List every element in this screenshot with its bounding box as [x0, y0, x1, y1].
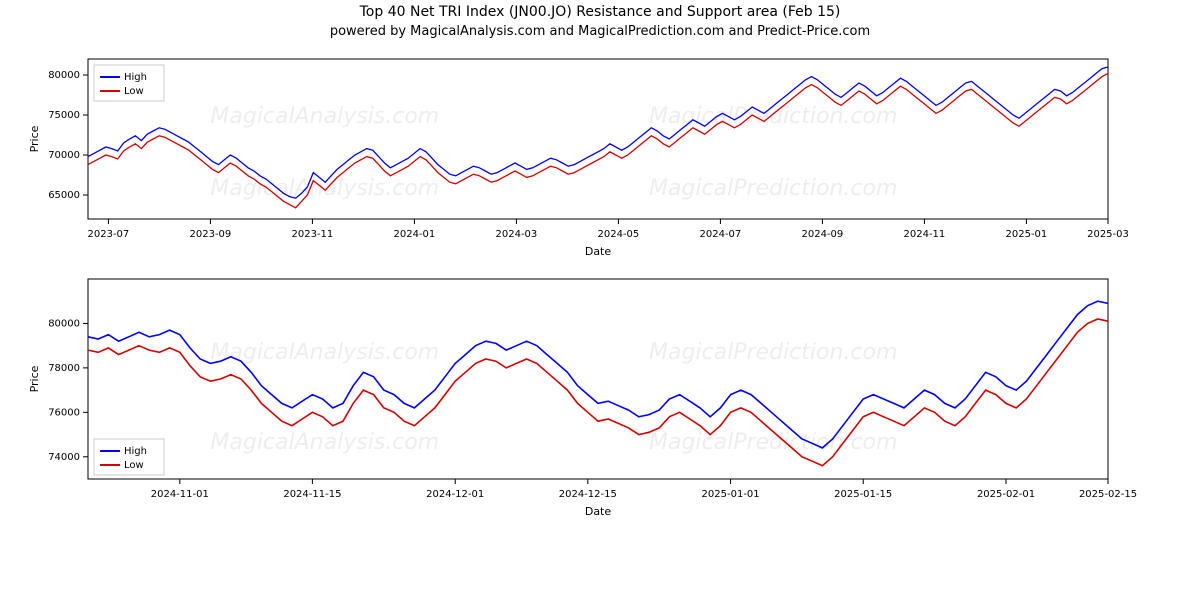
svg-text:75000: 75000 — [48, 110, 80, 121]
svg-text:2025-01: 2025-01 — [1006, 229, 1048, 240]
legend-low: Low — [124, 86, 144, 97]
svg-text:2023-09: 2023-09 — [190, 229, 232, 240]
svg-text:74000: 74000 — [48, 452, 80, 463]
svg-text:2024-09: 2024-09 — [802, 229, 844, 240]
svg-text:2024-11: 2024-11 — [904, 229, 946, 240]
svg-text:2023-07: 2023-07 — [88, 229, 130, 240]
legend-high: High — [124, 72, 147, 83]
chart-subtitle: powered by MagicalAnalysis.com and Magic… — [0, 24, 1200, 39]
svg-text:MagicalPrediction.com: MagicalPrediction.com — [649, 340, 897, 365]
svg-text:MagicalAnalysis.com: MagicalAnalysis.com — [210, 104, 439, 129]
legend-low: Low — [124, 460, 144, 471]
svg-text:2024-11-15: 2024-11-15 — [283, 489, 341, 500]
svg-text:2024-01: 2024-01 — [394, 229, 436, 240]
top-chart-svg: MagicalAnalysis.com MagicalPrediction.com… — [0, 47, 1200, 267]
svg-text:2024-05: 2024-05 — [598, 229, 640, 240]
bottom-chart-svg: MagicalAnalysis.com MagicalPrediction.com… — [0, 267, 1200, 527]
svg-text:MagicalPrediction.com: MagicalPrediction.com — [649, 176, 897, 201]
svg-text:2024-07: 2024-07 — [700, 229, 742, 240]
svg-text:2024-11-01: 2024-11-01 — [151, 489, 209, 500]
svg-text:Price: Price — [28, 125, 41, 152]
svg-text:65000: 65000 — [48, 190, 80, 201]
svg-text:2024-12-01: 2024-12-01 — [426, 489, 484, 500]
svg-text:Price: Price — [28, 365, 41, 392]
svg-text:2025-03: 2025-03 — [1087, 229, 1129, 240]
svg-text:80000: 80000 — [48, 318, 80, 329]
svg-text:MagicalAnalysis.com: MagicalAnalysis.com — [210, 340, 439, 365]
top-chart: MagicalAnalysis.com MagicalPrediction.com… — [0, 47, 1200, 267]
svg-text:2023-11: 2023-11 — [292, 229, 334, 240]
svg-text:2025-02-01: 2025-02-01 — [977, 489, 1035, 500]
chart-title: Top 40 Net TRI Index (JN00.JO) Resistanc… — [0, 4, 1200, 20]
svg-text:80000: 80000 — [48, 70, 80, 81]
svg-text:MagicalAnalysis.com: MagicalAnalysis.com — [210, 176, 439, 201]
svg-text:2025-02-15: 2025-02-15 — [1079, 489, 1137, 500]
svg-text:Date: Date — [585, 245, 612, 258]
bottom-chart: MagicalAnalysis.com MagicalPrediction.com… — [0, 267, 1200, 527]
svg-text:70000: 70000 — [48, 150, 80, 161]
svg-text:2025-01-15: 2025-01-15 — [834, 489, 892, 500]
svg-text:2024-12-15: 2024-12-15 — [559, 489, 617, 500]
legend-high: High — [124, 446, 147, 457]
svg-text:MagicalPrediction.com: MagicalPrediction.com — [649, 430, 897, 455]
svg-text:MagicalAnalysis.com: MagicalAnalysis.com — [210, 430, 439, 455]
svg-text:76000: 76000 — [48, 407, 80, 418]
svg-text:78000: 78000 — [48, 363, 80, 374]
svg-text:Date: Date — [585, 505, 612, 518]
svg-text:2024-03: 2024-03 — [496, 229, 538, 240]
svg-text:2025-01-01: 2025-01-01 — [702, 489, 760, 500]
